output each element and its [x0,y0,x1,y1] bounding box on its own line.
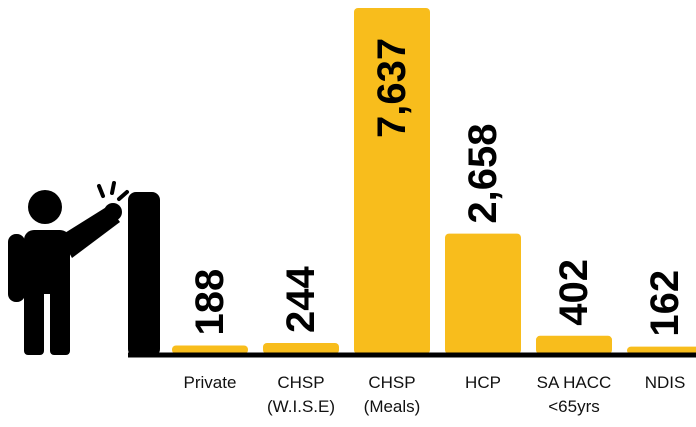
x-tick-label: CHSP (W.I.S.E) [267,373,335,416]
value-label: 402 [552,259,596,326]
bar [263,342,339,354]
x-tick-label: SA HACC <65yrs [536,373,612,416]
value-label: 162 [643,270,687,337]
value-label: 2,658 [461,123,505,223]
value-label: 244 [279,265,323,332]
bar [354,8,430,354]
x-tick-label: HCP [465,373,501,392]
bar [445,233,521,354]
value-label: 7,637 [370,38,414,138]
bar [627,346,696,354]
x-tick-label: NDIS [644,373,686,392]
value-label: 188 [188,269,232,336]
person-icon [8,181,160,357]
x-tick-label: Private [183,373,237,392]
x-tick-label: CHSP (Meals) [363,373,421,416]
bar [536,335,612,354]
bar [172,345,248,354]
